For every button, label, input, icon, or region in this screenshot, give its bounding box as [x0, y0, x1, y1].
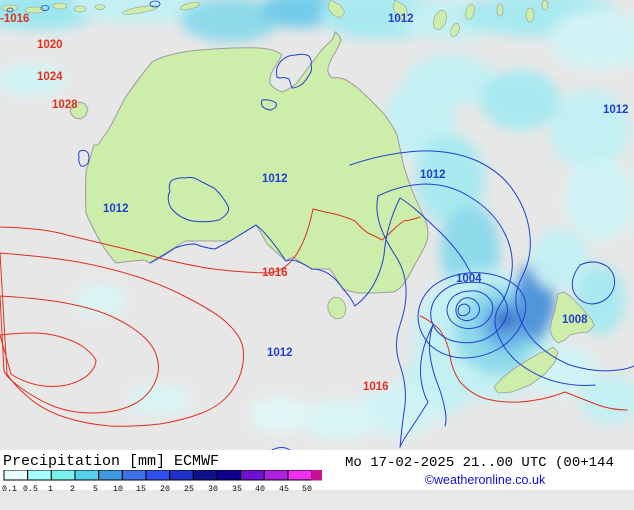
svg-text:1020: 1020	[37, 39, 63, 51]
svg-text:1028: 1028	[52, 99, 78, 111]
svg-text:1016: 1016	[262, 267, 288, 279]
svg-text:1004: 1004	[456, 273, 482, 285]
svg-text:1012: 1012	[603, 104, 629, 116]
svg-text:1012: 1012	[388, 13, 414, 25]
svg-text:1016: 1016	[363, 381, 389, 393]
svg-text:1012: 1012	[420, 169, 446, 181]
svg-text:1024: 1024	[37, 71, 63, 83]
svg-text:1008: 1008	[562, 314, 588, 326]
svg-text:1012: 1012	[267, 347, 293, 359]
svg-text:1012: 1012	[262, 173, 288, 185]
svg-text:-1016: -1016	[0, 13, 29, 25]
svg-text:1012: 1012	[103, 203, 129, 215]
